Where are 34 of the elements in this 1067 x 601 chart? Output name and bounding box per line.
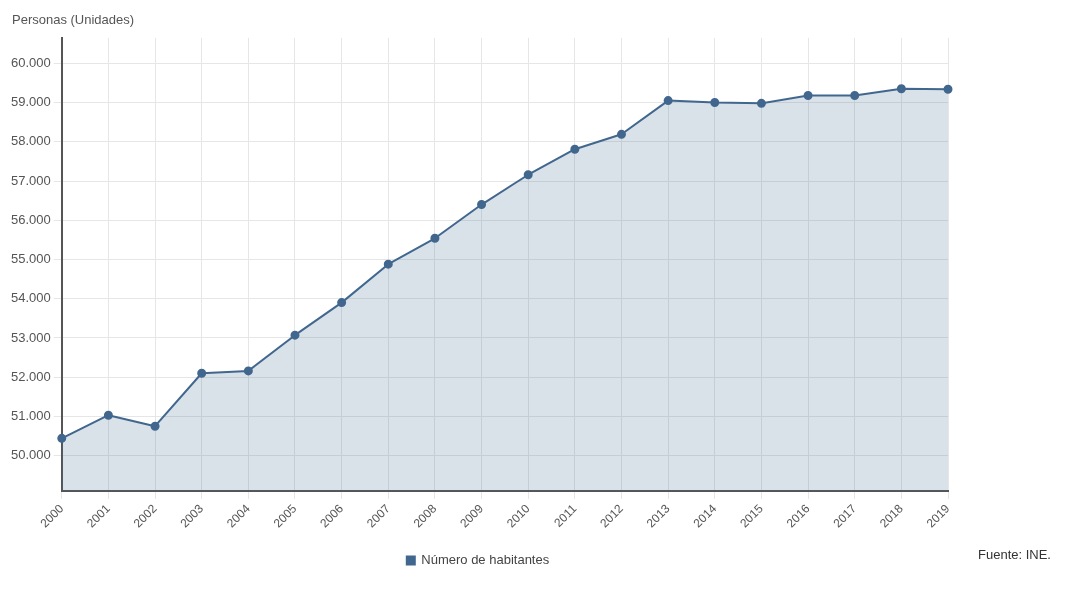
point bbox=[337, 298, 347, 308]
legend-label: Número de habitantes bbox=[421, 552, 550, 568]
point bbox=[103, 410, 113, 420]
y-tick-label: 53.000 bbox=[11, 329, 51, 345]
y-tick-label: 57.000 bbox=[11, 172, 51, 188]
point bbox=[896, 84, 906, 94]
point bbox=[150, 421, 160, 431]
point bbox=[57, 433, 67, 443]
point bbox=[710, 98, 720, 108]
point bbox=[290, 330, 300, 340]
point bbox=[243, 366, 253, 376]
y-tick-label: 60.000 bbox=[11, 54, 51, 70]
y-tick-label: 55.000 bbox=[11, 251, 51, 267]
point bbox=[197, 368, 207, 378]
point bbox=[943, 84, 953, 94]
source-note: Fuente: INE. bbox=[978, 547, 1051, 563]
point bbox=[477, 200, 487, 210]
point bbox=[803, 90, 813, 100]
point bbox=[663, 96, 673, 106]
y-axis-title: Personas (Unidades) bbox=[12, 12, 136, 27]
point bbox=[616, 129, 626, 139]
y-tick-label: 51.000 bbox=[11, 407, 51, 423]
point bbox=[570, 144, 580, 154]
y-tick-label: 50.000 bbox=[11, 447, 51, 463]
y-tick-label: 58.000 bbox=[11, 133, 51, 149]
y-tick-label: 54.000 bbox=[11, 290, 51, 306]
point bbox=[850, 90, 860, 100]
y-tick-label: 52.000 bbox=[11, 368, 51, 384]
y-tick-label: 56.000 bbox=[11, 211, 51, 227]
point bbox=[383, 259, 393, 269]
point bbox=[756, 98, 766, 108]
point bbox=[430, 233, 440, 243]
y-tick-label: 59.000 bbox=[11, 94, 51, 110]
point bbox=[523, 170, 533, 180]
